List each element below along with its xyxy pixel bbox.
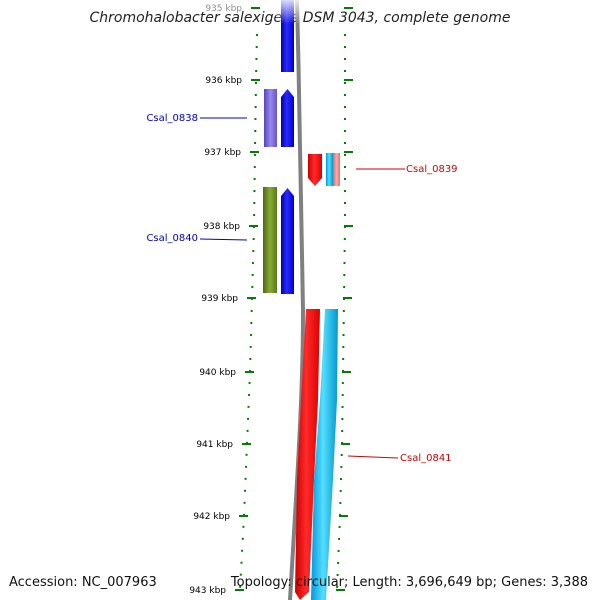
track-csal0838-purple: [264, 89, 277, 147]
left-dotted-guide: [239, 33, 258, 591]
tick-label: 941 kbp: [196, 440, 233, 450]
genome-backbone: [288, 0, 306, 600]
gene-label-csal0840: Csal_0840: [146, 233, 198, 244]
tick-label: 943 kbp: [189, 586, 226, 596]
accession-label: Accession: NC_007963: [9, 575, 157, 590]
track-csal0839-cyan: [326, 153, 333, 186]
tick-labels: 935 kbp 936 kbp 937 kbp 938 kbp 939 kbp 940 k…: [189, 4, 242, 596]
tick-label: 937 kbp: [204, 148, 241, 158]
tick-label: 939 kbp: [201, 294, 238, 304]
leader-csal0841: [347, 455, 399, 459]
tick-label: 942 kbp: [193, 512, 230, 522]
gene-label-csal0839: Csal_0839: [406, 164, 458, 175]
tick-label: 938 kbp: [203, 222, 240, 232]
cds-csal0839-reverse: [308, 154, 322, 186]
tick-label: 935 kbp: [205, 4, 242, 14]
cds-csal0840-forward: [281, 188, 294, 294]
track-csal0839-pink: [333, 153, 340, 186]
tick-label: 940 kbp: [199, 368, 236, 378]
leader-csal0840: [199, 238, 248, 241]
track-csal0840-olive: [263, 187, 277, 293]
top-fade: [276, 0, 300, 24]
cds-csal0838-forward: [281, 89, 294, 147]
gene-label-csal0838: Csal_0838: [146, 113, 198, 124]
tick-label: 936 kbp: [205, 76, 242, 86]
tick-marks: [235, 7, 353, 591]
track-csal0841-cyan: [311, 309, 338, 600]
gene-label-csal0841: Csal_0841: [400, 453, 452, 464]
topology-label: Topology: circular; Length: 3,696,649 bp…: [230, 575, 588, 590]
gene-label-leaders: [199, 117, 405, 459]
cds-csal0841-reverse: [295, 309, 320, 600]
right-dotted-guide: [336, 34, 346, 591]
